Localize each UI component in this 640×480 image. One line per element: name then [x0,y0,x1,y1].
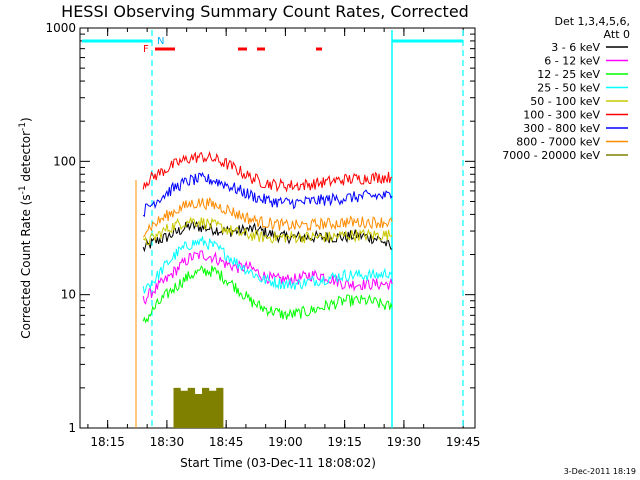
legend-item-label-2: 12 - 25 keV [537,68,600,81]
x-tick-label-2: 18:45 [209,435,244,449]
series-line-8 [173,387,224,429]
x-tick-label-4: 19:15 [327,435,362,449]
series-line-4 [142,216,393,246]
y-tick-label-1: 10 [61,288,76,302]
y-axis: 1 10 100 1000 [45,21,475,435]
x-axis-label: Start Time (03-Dec-11 18:08:02) [180,456,376,470]
x-tick-label-3: 19:00 [268,435,303,449]
series-line-3 [142,236,393,294]
plot-area-frame [79,27,476,429]
legend-item-label-3: 25 - 50 keV [537,82,600,95]
flag-n: N [157,36,164,47]
legend-header-line2: Att 0 [604,28,630,41]
legend-item-label-6: 300 - 800 keV [523,122,600,135]
series-lines [142,150,393,429]
flag-f: F [143,44,149,55]
y-tick-label-3: 1000 [45,21,76,35]
x-axis: 18:15 18:30 18:45 19:00 19:15 19:30 19:45 [87,28,481,449]
legend-item-label-7: 800 - 7000 keV [516,136,600,149]
legend-item-label-1: 6 - 12 keV [544,55,600,68]
y-tick-label-0: 1 [68,421,76,435]
attenuator-overlays: F N [82,30,464,428]
x-tick-label-5: 19:30 [387,435,422,449]
legend-item-label-5: 100 - 300 keV [523,109,600,122]
legend-item-label-0: 3 - 6 keV [551,41,600,54]
legend-item-label-4: 50 - 100 keV [530,95,600,108]
series-line-6 [142,171,393,217]
chart-title: HESSI Observing Summary Count Rates, Cor… [61,2,469,21]
legend-header-line1: Det 1,3,4,5,6, [554,15,630,28]
x-tick-label-1: 18:30 [150,435,185,449]
series-line-7 [142,197,393,238]
series-line-5 [142,150,393,193]
series-line-0 [142,220,393,253]
footer-date: 3-Dec-2011 18:19 [564,467,636,476]
legend-item-label-8: 7000 - 20000 keV [502,149,600,162]
series-line-2 [142,265,393,324]
y-axis-label: Corrected Count Rate (s-1 detector-1) [18,117,33,338]
x-tick-label-0: 18:15 [90,435,125,449]
y-tick-label-2: 100 [53,154,76,168]
x-tick-label-6: 19:45 [446,435,481,449]
series-line-1 [142,250,393,305]
